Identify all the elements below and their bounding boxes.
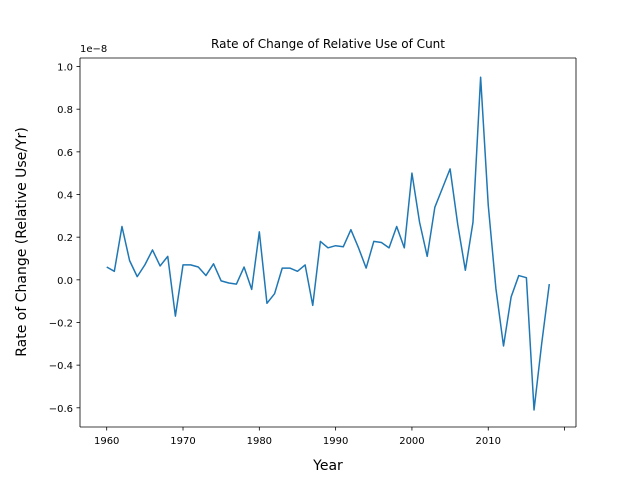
- x-axis-ticks: 1960 1970 1980 1990 2000 2010: [94, 427, 565, 447]
- x-tick-label: 1990: [323, 436, 348, 447]
- y-tick-label: −0.2: [49, 318, 73, 329]
- y-axis-ticks: −0.6 −0.4 −0.2 0.0 0.2 0.4 0.6 0.8 1.0: [49, 63, 80, 415]
- y-tick-label: 0.0: [57, 276, 73, 287]
- y-tick-label: −0.6: [49, 404, 73, 415]
- y-tick-label: 0.2: [57, 233, 73, 244]
- axes-frame: [79, 57, 577, 428]
- y-offset-label: 1e−8: [80, 44, 107, 55]
- x-axis-label: Year: [312, 458, 343, 474]
- x-tick-label: 2010: [476, 436, 501, 447]
- y-tick-label: 0.8: [57, 105, 73, 116]
- y-tick-label: 0.4: [57, 191, 73, 202]
- y-tick-label: −0.4: [49, 361, 73, 372]
- x-tick-label: 1980: [247, 436, 272, 447]
- chart-marks: [106, 76, 551, 411]
- x-tick-label: 2000: [399, 436, 424, 447]
- plot-area: [80, 58, 576, 427]
- x-tick-label: 1970: [170, 436, 195, 447]
- chart-title: Rate of Change of Relative Use of Cunt: [211, 37, 445, 51]
- y-tick-label: 0.6: [57, 148, 73, 159]
- y-axis-label: Rate of Change (Relative Use/Yr): [14, 127, 30, 357]
- series-line: [106, 76, 551, 411]
- y-tick-label: 1.0: [57, 63, 73, 74]
- x-tick-label: 1960: [94, 436, 119, 447]
